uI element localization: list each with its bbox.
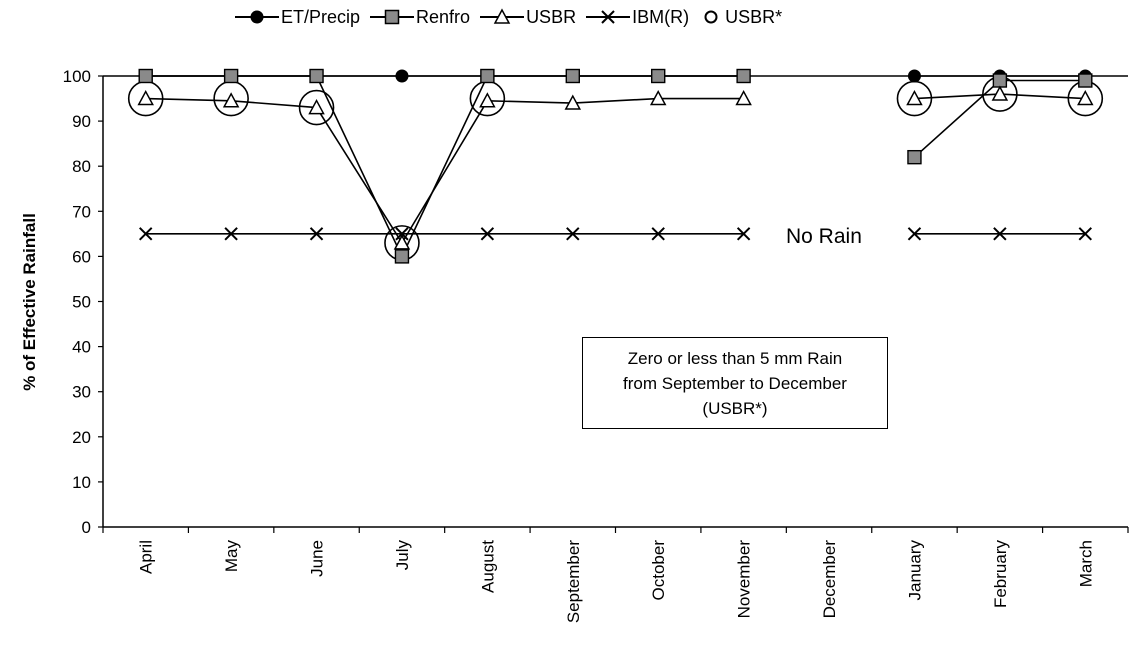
renfro-point — [310, 70, 323, 83]
y-tick-label: 50 — [72, 293, 91, 312]
note-line-3: (USBR*) — [702, 396, 767, 421]
y-tick-label: 30 — [72, 383, 91, 402]
renfro-point — [993, 74, 1006, 87]
y-tick-label: 70 — [72, 202, 91, 221]
usbr-series-line — [146, 99, 744, 243]
y-tick-label: 0 — [82, 518, 91, 537]
x-tick-label: December — [820, 540, 839, 619]
note-line-1: Zero or less than 5 mm Rain — [628, 346, 842, 371]
y-tick-label: 90 — [72, 112, 91, 131]
renfro-point — [395, 250, 408, 263]
renfro-point — [225, 70, 238, 83]
x-tick-label: August — [478, 540, 497, 593]
renfro-point — [139, 70, 152, 83]
renfro-point — [908, 151, 921, 164]
y-tick-label: 40 — [72, 338, 91, 357]
y-tick-label: 20 — [72, 428, 91, 447]
x-tick-label: May — [222, 540, 241, 573]
renfro-point — [566, 70, 579, 83]
x-tick-label: July — [393, 540, 412, 571]
x-tick-label: March — [1076, 540, 1095, 587]
et-precip-point — [908, 70, 921, 83]
renfro-point — [652, 70, 665, 83]
no-rain-annotation: No Rain — [786, 225, 862, 248]
y-tick-label: 100 — [63, 67, 91, 86]
et-precip-point — [395, 70, 408, 83]
renfro-point — [481, 70, 494, 83]
renfro-point — [737, 70, 750, 83]
note-box: Zero or less than 5 mm Rain from Septemb… — [582, 337, 888, 429]
renfro-point — [1079, 74, 1092, 87]
x-tick-label: January — [905, 540, 924, 601]
note-line-2: from September to December — [623, 371, 847, 396]
y-axis-title: % of Effective Rainfall — [20, 213, 39, 391]
y-tick-label: 60 — [72, 247, 91, 266]
y-tick-label: 80 — [72, 157, 91, 176]
x-tick-label: April — [137, 540, 156, 574]
x-tick-label: June — [308, 540, 327, 577]
x-tick-label: October — [649, 540, 668, 601]
x-tick-label: February — [991, 540, 1010, 609]
x-tick-label: September — [564, 540, 583, 623]
y-tick-label: 10 — [72, 473, 91, 492]
x-tick-label: November — [735, 540, 754, 619]
